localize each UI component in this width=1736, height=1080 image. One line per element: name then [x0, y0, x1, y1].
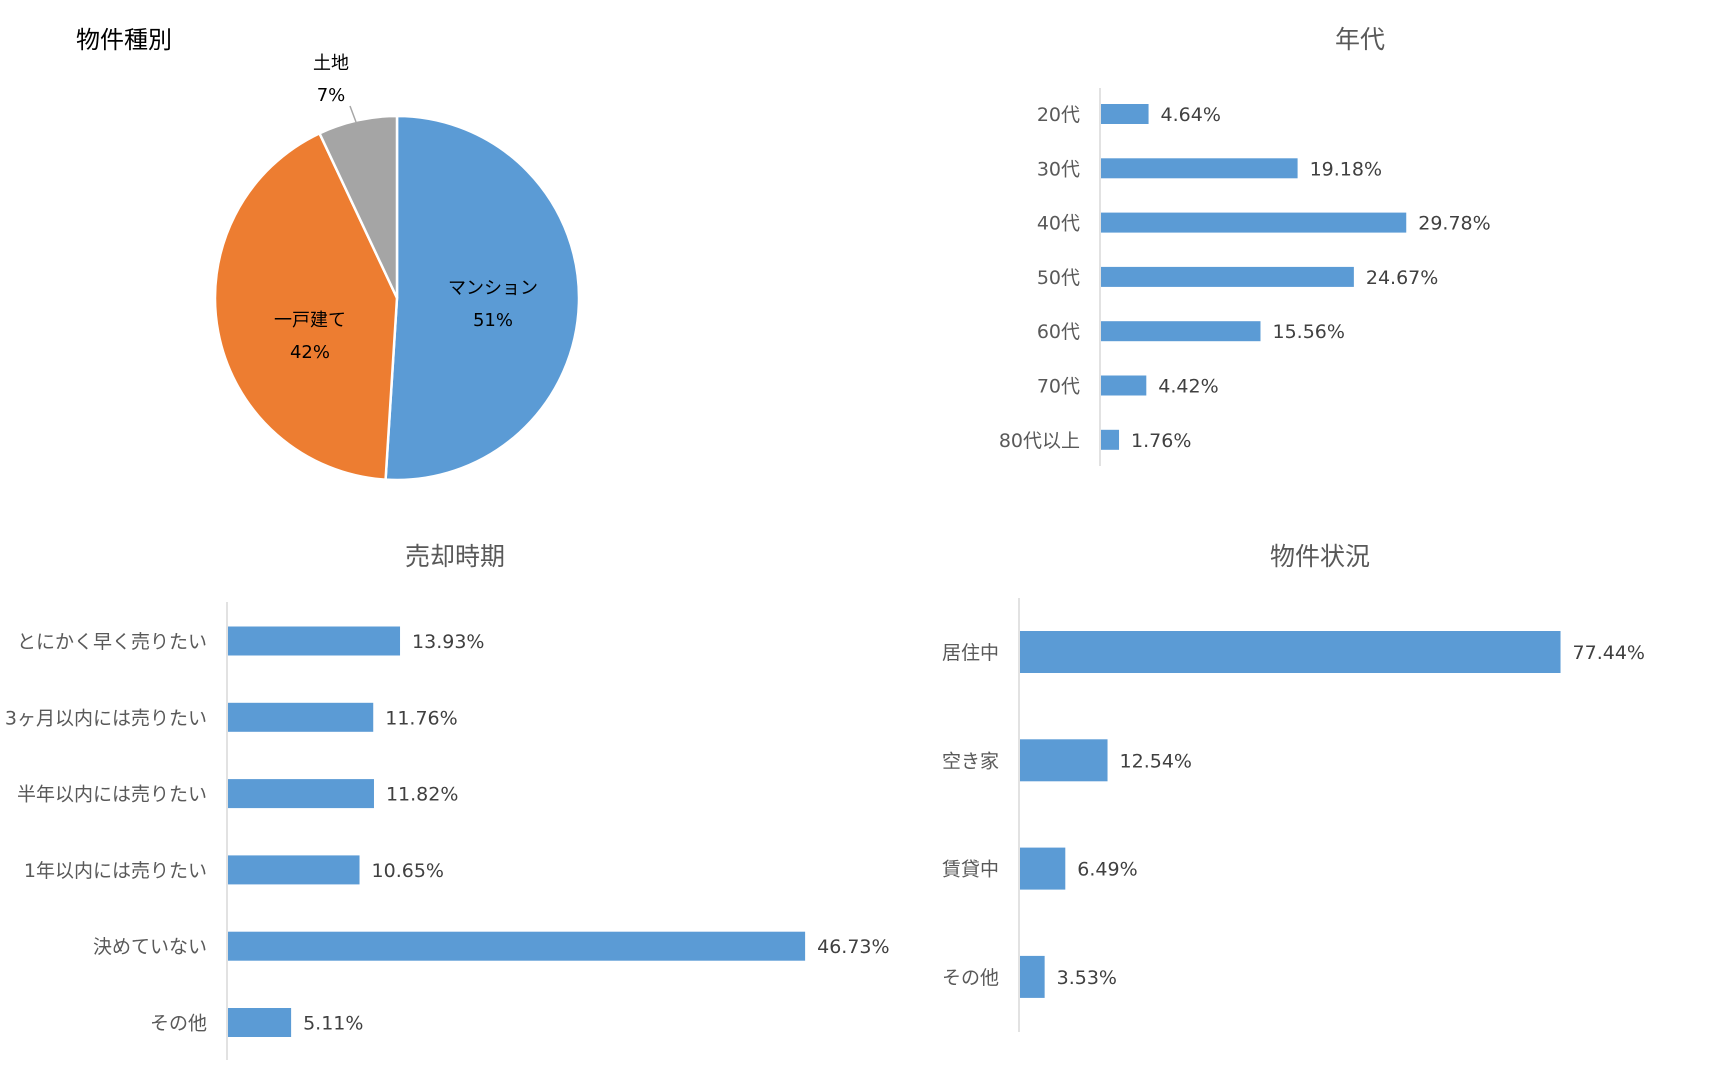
bar-data-label: 3.53% — [1057, 967, 1117, 989]
bar-data-label: 11.82% — [386, 784, 458, 806]
category-tick-label: 20代 — [1037, 104, 1080, 126]
category-tick-label: その他 — [150, 1013, 207, 1035]
chart-title-property-status: 物件状況 — [1270, 542, 1370, 571]
bar-data-label: 1.76% — [1131, 430, 1191, 452]
pie-category-label: 土地 — [313, 53, 349, 74]
pie-category-label: 一戸建て — [274, 310, 346, 331]
bar — [228, 1008, 292, 1037]
bar — [1101, 429, 1120, 450]
pie-category-label: マンション — [448, 278, 538, 299]
bar — [1101, 212, 1407, 233]
bar-data-label: 77.44% — [1573, 642, 1645, 664]
bar — [1020, 631, 1561, 673]
bar — [228, 779, 374, 809]
pie-value-label: 51% — [473, 310, 513, 331]
bar — [1020, 955, 1045, 998]
pie-slice — [384, 114, 581, 482]
bar — [228, 931, 806, 961]
bar — [228, 626, 401, 656]
category-tick-label: 60代 — [1037, 321, 1080, 343]
pie-value-label: 7% — [317, 85, 346, 106]
bar-data-label: 15.56% — [1272, 321, 1344, 343]
bar — [1101, 321, 1261, 342]
pie-value-label: 42% — [290, 342, 330, 363]
bar-data-label: 12.54% — [1120, 750, 1192, 772]
bar — [1101, 158, 1298, 179]
category-tick-label: 1年以内には売りたい — [24, 860, 207, 882]
bar-data-label: 29.78% — [1418, 213, 1490, 235]
property-type-pie-chart: 物件種別 マンション 51% 一戸建て 42% 土地 7% — [76, 26, 581, 482]
pie-slices — [213, 114, 581, 482]
category-tick-label: 居住中 — [942, 642, 999, 664]
category-tick-label: 3ヶ月以内には売りたい — [5, 707, 207, 729]
category-tick-label: 賃貸中 — [942, 859, 999, 881]
bar-data-label: 13.93% — [412, 631, 484, 653]
bar-data-label: 4.42% — [1158, 376, 1218, 398]
bar — [1020, 847, 1066, 890]
bar-data-label: 24.67% — [1366, 267, 1438, 289]
bar-data-label: 19.18% — [1310, 158, 1382, 180]
bar-data-label: 4.64% — [1161, 104, 1221, 126]
chart-title-sale-timing: 売却時期 — [405, 542, 505, 571]
category-tick-label: その他 — [942, 967, 999, 989]
pie-slice — [213, 131, 399, 481]
bar — [228, 702, 374, 732]
bar — [1101, 104, 1149, 124]
pie-leader-line — [349, 105, 357, 123]
category-tick-label: 80代以上 — [999, 430, 1080, 452]
category-tick-label: 50代 — [1037, 267, 1080, 289]
category-tick-label: 30代 — [1037, 158, 1080, 180]
bar-data-label: 11.76% — [385, 707, 457, 729]
pie-slice — [317, 114, 399, 299]
category-tick-label: 決めていない — [93, 936, 207, 958]
bar — [1020, 739, 1108, 782]
bar-data-label: 5.11% — [303, 1013, 363, 1035]
property-status-bar-chart: 物件状況 居住中 77.44% 空き家 12.54% 賃貸中 6.49% その他 3.53% — [942, 542, 1645, 1032]
category-tick-label: 70代 — [1037, 376, 1080, 398]
category-tick-label: 半年以内には売りたい — [17, 784, 207, 806]
category-tick-label: とにかく早く売りたい — [17, 631, 207, 653]
pie-labels: マンション 51% 一戸建て 42% 土地 7% — [274, 53, 538, 363]
chart-title-property-type: 物件種別 — [76, 26, 172, 54]
sale-timing-bar-chart: 売却時期 とにかく早く売りたい 13.93% 3ヶ月以内には売りたい 11.76% 半年… — [5, 542, 890, 1060]
chart-title-age: 年代 — [1335, 25, 1385, 54]
category-tick-label: 空き家 — [942, 750, 999, 772]
category-tick-label: 40代 — [1037, 213, 1080, 235]
bar — [1101, 266, 1354, 287]
bar — [1101, 375, 1147, 396]
bar-data-label: 46.73% — [817, 936, 889, 958]
bar-data-label: 10.65% — [372, 860, 444, 882]
age-bar-chart: 年代 20代 4.64% 30代 19.18% 40代 29.78% 50代 24.67% 60… — [999, 25, 1491, 466]
bar — [228, 855, 360, 885]
bar-data-label: 6.49% — [1077, 859, 1137, 881]
